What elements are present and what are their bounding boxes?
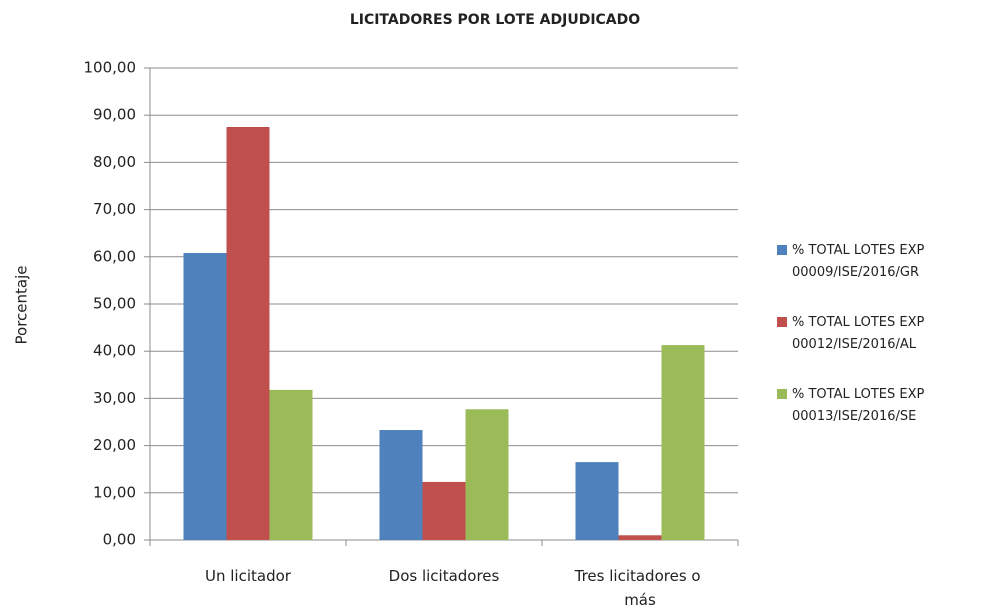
y-axis-label: Porcentaje — [13, 266, 31, 345]
y-tick-label: 10,00 — [93, 483, 136, 501]
y-tick-label: 0,00 — [103, 531, 136, 549]
y-tick-label: 100,00 — [84, 59, 137, 77]
y-tick-label: 30,00 — [93, 389, 136, 407]
bar — [226, 127, 270, 540]
x-tick-label: Un licitador — [205, 567, 292, 585]
y-tick-label: 60,00 — [93, 247, 136, 265]
bar — [465, 409, 509, 540]
bar — [575, 462, 619, 540]
y-tick-label: 90,00 — [93, 106, 136, 124]
y-tick-label: 50,00 — [93, 295, 136, 313]
y-tick-label: 80,00 — [93, 153, 136, 171]
x-tick-label: Dos licitadores — [389, 567, 500, 585]
bar — [618, 535, 662, 540]
legend-label: % TOTAL LOTES EXP 00012/ISE/2016/AL — [792, 315, 929, 352]
legend-label: % TOTAL LOTES EXP 00009/ISE/2016/GR — [792, 243, 929, 280]
y-tick-label: 40,00 — [93, 342, 136, 360]
chart-title: LICITADORES POR LOTE ADJUDICADO — [350, 12, 640, 28]
y-tick-label: 20,00 — [93, 436, 136, 454]
legend-swatch — [777, 317, 787, 327]
bar — [422, 481, 466, 540]
x-tick-label: Tres licitadores o más — [574, 567, 706, 609]
bar — [661, 345, 705, 540]
bar — [269, 389, 313, 540]
legend-label: % TOTAL LOTES EXP 00013/ISE/2016/SE — [792, 387, 929, 424]
bar — [183, 253, 227, 541]
legend-swatch — [777, 389, 787, 399]
bar — [379, 430, 423, 540]
y-tick-label: 70,00 — [93, 200, 136, 218]
legend-swatch — [777, 245, 787, 255]
